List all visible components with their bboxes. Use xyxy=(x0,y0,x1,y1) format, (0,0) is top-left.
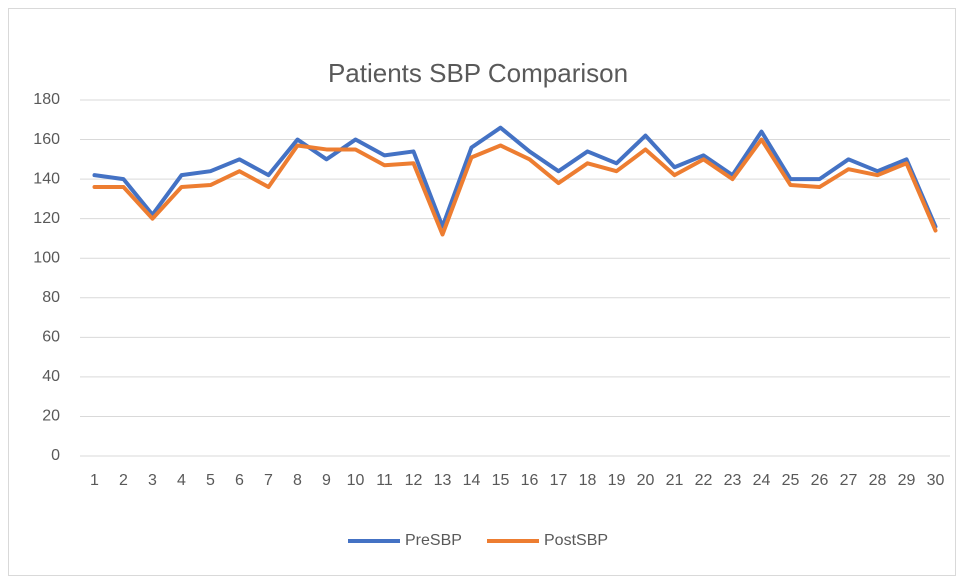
x-tick-label: 28 xyxy=(869,472,887,489)
y-tick-label: 0 xyxy=(51,447,60,464)
x-tick-label: 11 xyxy=(376,472,393,489)
x-tick-label: 24 xyxy=(753,472,771,489)
x-tick-label: 16 xyxy=(521,472,539,489)
y-tick-label: 40 xyxy=(42,368,60,385)
x-tick-label: 2 xyxy=(119,472,128,489)
x-tick-label: 8 xyxy=(293,472,302,489)
y-tick-label: 60 xyxy=(42,329,60,346)
x-tick-label: 6 xyxy=(235,472,244,489)
x-tick-label: 26 xyxy=(811,472,829,489)
y-tick-label: 80 xyxy=(42,289,60,306)
chart-border xyxy=(8,8,956,576)
y-tick-label: 20 xyxy=(42,408,60,425)
x-tick-label: 17 xyxy=(550,472,568,489)
x-tick-label: 12 xyxy=(405,472,423,489)
y-tick-label: 160 xyxy=(33,131,60,148)
y-tick-label: 100 xyxy=(33,249,60,266)
x-tick-label: 15 xyxy=(492,472,510,489)
legend-label: PreSBP xyxy=(405,532,462,549)
series-line xyxy=(92,137,938,237)
x-tick-label: 18 xyxy=(579,472,597,489)
x-tick-label: 27 xyxy=(840,472,858,489)
x-tick-label: 7 xyxy=(264,472,273,489)
x-tick-label: 20 xyxy=(637,472,655,489)
x-tick-label: 29 xyxy=(898,472,916,489)
chart-title: Patients SBP Comparison xyxy=(328,58,628,88)
x-tick-label: 1 xyxy=(90,472,99,489)
x-tick-label: 30 xyxy=(927,472,945,489)
x-tick-label: 14 xyxy=(463,472,481,489)
series-line xyxy=(92,125,938,229)
legend-label: PostSBP xyxy=(544,532,608,549)
x-tick-label: 3 xyxy=(148,472,157,489)
x-tick-label: 4 xyxy=(177,472,186,489)
y-tick-label: 120 xyxy=(33,210,60,227)
y-tick-label: 180 xyxy=(33,91,60,108)
x-tick-label: 22 xyxy=(695,472,713,489)
x-tick-label: 10 xyxy=(347,472,365,489)
x-tick-label: 5 xyxy=(206,472,215,489)
y-tick-label: 140 xyxy=(33,170,60,187)
x-tick-label: 19 xyxy=(608,472,626,489)
x-tick-label: 13 xyxy=(434,472,452,489)
x-tick-label: 21 xyxy=(666,472,684,489)
x-tick-label: 25 xyxy=(782,472,800,489)
x-tick-label: 9 xyxy=(322,472,331,489)
x-tick-label: 23 xyxy=(724,472,742,489)
